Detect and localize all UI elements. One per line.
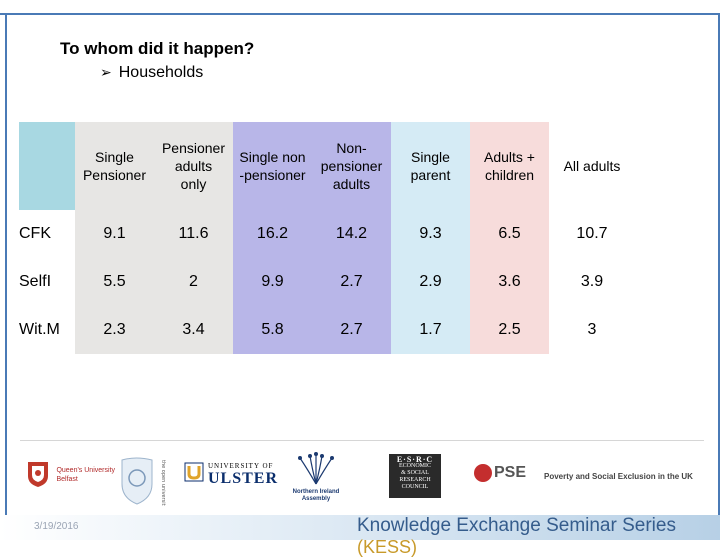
header-line: parent bbox=[410, 167, 451, 183]
ulster-line: UNIVERSITY OF bbox=[208, 462, 274, 470]
table-cell: 9.3 bbox=[391, 210, 470, 258]
pse-logo: PSE bbox=[474, 464, 526, 482]
slide-left-border bbox=[5, 13, 7, 540]
table-cell: 3.6 bbox=[470, 258, 549, 306]
header-single-parent: Single parent bbox=[391, 122, 470, 210]
open-university-shield-icon: the open university bbox=[121, 457, 166, 509]
esrc-line: RESEARCH bbox=[399, 477, 431, 483]
ulster-text: UNIVERSITY OF ULSTER bbox=[208, 462, 278, 488]
table-cell: 2 bbox=[154, 258, 233, 306]
table-cell: 9.1 bbox=[75, 210, 154, 258]
esrc-line: & SOCIAL bbox=[401, 470, 429, 476]
table-cell: 3.9 bbox=[580, 273, 604, 290]
ulster-mark-icon bbox=[184, 462, 204, 482]
row-label: SelfI bbox=[19, 273, 52, 290]
slide-top-border bbox=[0, 13, 720, 15]
table-cell: 2.7 bbox=[312, 306, 391, 354]
header-line: Non- bbox=[336, 140, 367, 156]
header-single-pensioner: Single Pensioner bbox=[75, 122, 154, 210]
esrc-logo: E·S·R·C ECONOMIC & SOCIAL RESEARCH COUNC… bbox=[389, 454, 441, 498]
table-cell: 16.2 bbox=[233, 210, 312, 258]
logo-divider bbox=[20, 440, 704, 441]
nia-line: Assembly bbox=[301, 496, 331, 502]
header-non-pensioner-adults: Non- pensioner adults bbox=[312, 122, 391, 210]
ulster-logo: UNIVERSITY OF ULSTER bbox=[184, 462, 278, 488]
table-row: CFK 9.1 11.6 16.2 14.2 9.3 6.5 10.7 bbox=[19, 210, 635, 258]
table-cell: 2.3 bbox=[75, 306, 154, 354]
header-line: only bbox=[180, 176, 207, 192]
slide-right-border bbox=[718, 13, 720, 540]
table-cell: 1.7 bbox=[391, 306, 470, 354]
qub-text: Queen's University Belfast bbox=[56, 466, 115, 484]
header-line: pensioner bbox=[320, 158, 383, 174]
header-line: children bbox=[484, 167, 535, 183]
arrow-bullet-icon: ➢ bbox=[100, 64, 112, 80]
households-table: Single Pensioner Pensioner adults only S… bbox=[19, 122, 635, 354]
ulster-line: ULSTER bbox=[208, 470, 279, 487]
row-label: CFK bbox=[19, 225, 51, 242]
qub-line: Queen's University bbox=[56, 467, 115, 474]
table-header-row: Single Pensioner Pensioner adults only S… bbox=[19, 122, 635, 210]
table-cell: 5.8 bbox=[233, 306, 312, 354]
table-cell: 11.6 bbox=[154, 210, 233, 258]
table-cell: 2.5 bbox=[470, 306, 549, 354]
table-cell: 14.2 bbox=[312, 210, 391, 258]
header-line: Single non bbox=[239, 149, 306, 165]
qub-line: Belfast bbox=[56, 476, 78, 483]
pse-text-mark: PSE bbox=[494, 464, 527, 482]
header-line: adults bbox=[332, 176, 371, 192]
nia-line: Northern Ireland bbox=[292, 489, 340, 495]
slide-title: To whom did it happen? bbox=[60, 39, 255, 58]
header-pensioner-adults-only: Pensioner adults only bbox=[154, 122, 233, 210]
header-line: All adults bbox=[563, 158, 621, 174]
kess-title: Knowledge Exchange Seminar Series (KESS) bbox=[357, 515, 720, 559]
header-adults-children: Adults + children bbox=[470, 122, 549, 210]
slide-date: 3/19/2016 bbox=[34, 521, 79, 532]
kess-series-title: Knowledge Exchange Seminar Series bbox=[357, 515, 676, 536]
pse-badge-icon bbox=[474, 464, 492, 482]
bullet-text: Households bbox=[118, 64, 204, 81]
table-cell: 10.7 bbox=[576, 225, 608, 242]
header-all-adults: All adults bbox=[549, 122, 635, 210]
table-cell: 3 bbox=[587, 321, 597, 338]
svg-text:the open university: the open university bbox=[160, 460, 166, 506]
qub-crest-icon bbox=[28, 462, 48, 487]
esrc-line: ECONOMIC bbox=[398, 463, 431, 469]
pse-tagline: Poverty and Social Exclusion in the UK bbox=[544, 472, 693, 481]
header-corner-cell bbox=[19, 122, 75, 210]
header-line: Single bbox=[411, 149, 450, 165]
row-label: Wit.M bbox=[19, 321, 60, 338]
header-single-non-pensioner: Single non -pensioner bbox=[233, 122, 312, 210]
open-university-logo: the open university bbox=[118, 454, 170, 511]
table-cell: 9.9 bbox=[233, 258, 312, 306]
kess-abbr: (KESS) bbox=[357, 537, 418, 557]
northern-ireland-assembly-logo: Northern Ireland Assembly bbox=[288, 452, 344, 503]
table-cell: 6.5 bbox=[470, 210, 549, 258]
bullet-households: ➢ Households bbox=[100, 64, 203, 82]
header-line: Adults + bbox=[484, 149, 535, 165]
table-cell: 3.4 bbox=[154, 306, 233, 354]
footer-bar bbox=[0, 515, 720, 540]
logo-strip: Queen's University Belfast the open univ… bbox=[0, 450, 720, 510]
header-line: -pensioner bbox=[239, 167, 306, 183]
header-line: Single bbox=[95, 149, 134, 165]
table-cell: 2.7 bbox=[312, 258, 391, 306]
esrc-line: E·S·R·C bbox=[396, 455, 434, 464]
table-row: SelfI 5.5 2 9.9 2.7 2.9 3.6 3.9 bbox=[19, 258, 635, 306]
esrc-line: COUNCIL bbox=[401, 484, 429, 490]
table-cell: 5.5 bbox=[75, 258, 154, 306]
header-line: adults bbox=[174, 158, 213, 174]
slide-top-band bbox=[0, 0, 720, 14]
table-cell: 2.9 bbox=[391, 258, 470, 306]
assembly-flax-icon bbox=[298, 452, 334, 485]
table-row: Wit.M 2.3 3.4 5.8 2.7 1.7 2.5 3 bbox=[19, 306, 635, 354]
queens-university-logo: Queen's University Belfast bbox=[26, 460, 115, 488]
header-line: Pensioner bbox=[82, 167, 147, 183]
header-line: Pensioner bbox=[161, 140, 226, 156]
